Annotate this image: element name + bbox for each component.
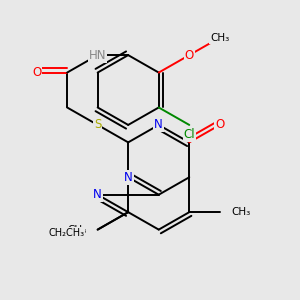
Text: S: S <box>94 118 101 131</box>
Text: CH₃: CH₃ <box>67 225 86 235</box>
Text: N: N <box>124 171 133 184</box>
Text: CH₃: CH₃ <box>231 207 250 217</box>
Text: O: O <box>184 49 194 62</box>
Text: CH₂CH₃: CH₂CH₃ <box>48 228 85 238</box>
Text: CH₃: CH₃ <box>210 33 230 43</box>
Text: HN: HN <box>89 49 106 62</box>
Text: O: O <box>215 118 224 131</box>
Text: N: N <box>154 118 163 131</box>
Text: O: O <box>32 66 41 79</box>
Text: Cl: Cl <box>183 128 195 141</box>
Text: N: N <box>93 188 102 201</box>
